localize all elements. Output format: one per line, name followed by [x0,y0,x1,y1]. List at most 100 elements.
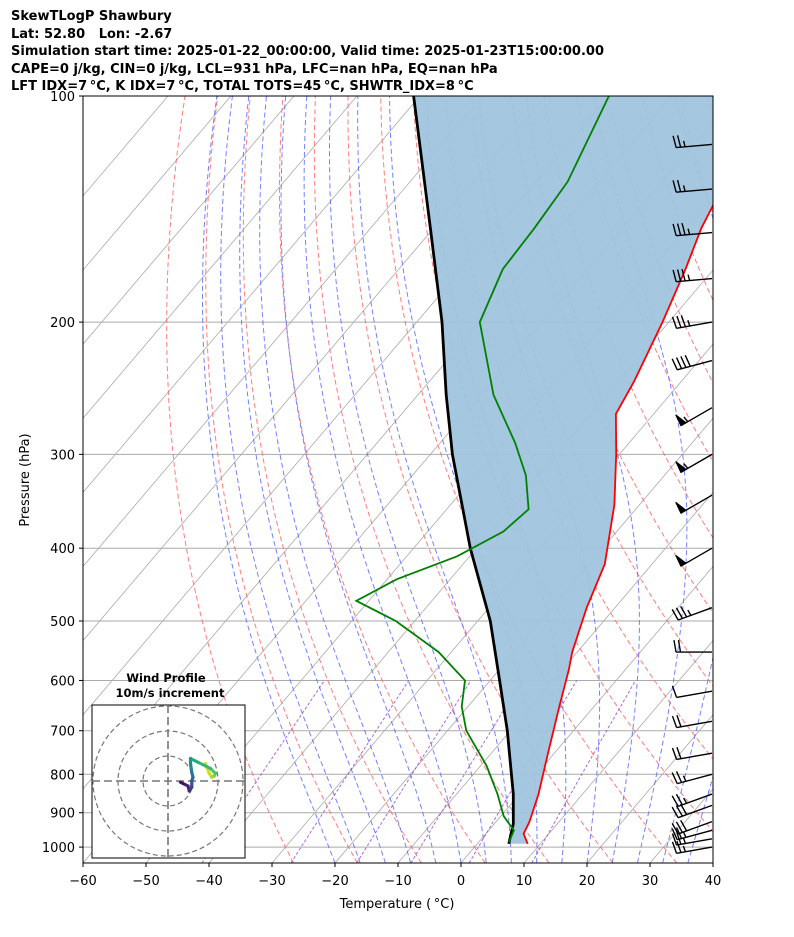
wind-barb [671,605,713,621]
wind-barb [671,715,713,729]
isotherm-line [776,96,794,863]
dry-adiabat-line [739,96,794,863]
barb-full [680,605,688,618]
barb-half [682,845,687,853]
barb-half [682,140,686,147]
barb-shaft [676,838,713,846]
barb-full [675,357,683,369]
barb-full [676,840,682,853]
y-tick-label: 800 [50,768,75,783]
parcel-path-line [412,96,515,845]
dry-adiabat-line [772,96,794,863]
barb-full [671,823,679,835]
wind-barb [671,793,713,808]
moist-adiabat-line [202,96,336,863]
y-tick-label: 300 [50,448,75,463]
indices-line: LFT IDX=7 °C, K IDX=7 °C, TOTAL TOTS=45 … [11,79,474,95]
dewpoint-line [354,96,610,843]
barb-half [682,775,687,782]
wind-barb [671,747,713,761]
mixing-ratio-line [531,680,636,863]
dry-adiabat-line [279,96,486,863]
location-line: Lat: 52.80 Lon: -2.67 [11,26,173,42]
wind-barb [671,685,713,699]
moist-adiabat-line [357,96,512,863]
barb-full [675,771,683,783]
barb-full [675,607,684,619]
y-axis-label: Pressure (hPa) [18,433,33,526]
barb-shaft [677,804,713,819]
barb-shaft [676,720,713,729]
time-line: Simulation start time: 2025-01-22_00:00:… [11,44,604,60]
x-tick-label: 10 [516,874,533,889]
barb-full [671,772,678,784]
barb-full [680,315,687,328]
temperature-line [522,203,713,845]
hodograph-body [92,705,245,858]
dry-adiabat-line [706,96,713,118]
barb-full [680,356,687,368]
wind-barb [671,771,713,785]
barb-full [671,828,678,840]
moist-adiabat-line [593,96,688,863]
barb-shaft [677,820,713,835]
barb-full [672,223,677,236]
hodograph-trace [178,780,185,786]
moist-adiabat-line [662,96,713,863]
isotherm-line [83,96,295,345]
barb-half [682,831,687,838]
y-tick-label: 500 [50,615,75,630]
barb-half [687,609,692,616]
dry-adiabat-line [347,96,614,863]
barb-full [671,609,679,621]
barb-full [676,315,682,328]
isotherm-line [523,640,713,863]
x-tick-label: −10 [384,874,411,889]
moist-adiabat-line [389,96,538,863]
barb-full [681,268,686,282]
barb-shaft [676,143,713,149]
barb-shaft [676,752,713,761]
wind-barb [671,354,713,371]
wind-barb [675,453,713,474]
dry-adiabat-line [205,96,358,863]
y-tick-label: 900 [50,807,75,822]
dry-adiabat-line [478,96,713,687]
sounding-profiles [354,96,713,845]
barb-half [687,320,691,327]
wind-barb [671,840,713,855]
axes: −60 −50 −40 −30 −20 −10 0 10 20 30 40 100 200 300 400 5… [42,90,721,889]
barb-full [671,806,679,819]
barb-full [671,841,678,854]
wind-barb [672,135,713,149]
barb-full [676,223,682,236]
isotherm-line [83,96,421,494]
barb-half [683,463,689,469]
barb-shaft [677,773,713,785]
wind-barb [675,494,713,514]
barb-shaft [677,607,713,621]
parameters-line: CAPE=0 j/kg, CIN=0 j/kg, LCL=931 hPa, LF… [11,61,498,77]
moist-adiabat-line [239,96,386,863]
isotherm-line [83,96,358,419]
x-tick-label: 0 [457,874,465,889]
barb-pennant [675,501,687,514]
wind-barb [671,819,713,835]
barb-full [676,715,682,727]
barb-full [672,269,677,282]
y-tick-label: 200 [50,316,75,331]
barb-pennant [675,461,687,474]
dry-adiabat-line [313,96,550,863]
barb-full [676,135,682,148]
cape-cin-shading [413,96,713,844]
barb-half [683,797,688,804]
barb-full [676,179,682,192]
mixing-ratio-line [356,680,472,863]
barb-shaft [676,321,713,330]
barb-full [681,222,686,236]
barb-full [671,685,678,698]
x-tick-label: 30 [642,874,659,889]
moist-adiabat-line [329,96,487,863]
isotherm-line [460,565,713,863]
